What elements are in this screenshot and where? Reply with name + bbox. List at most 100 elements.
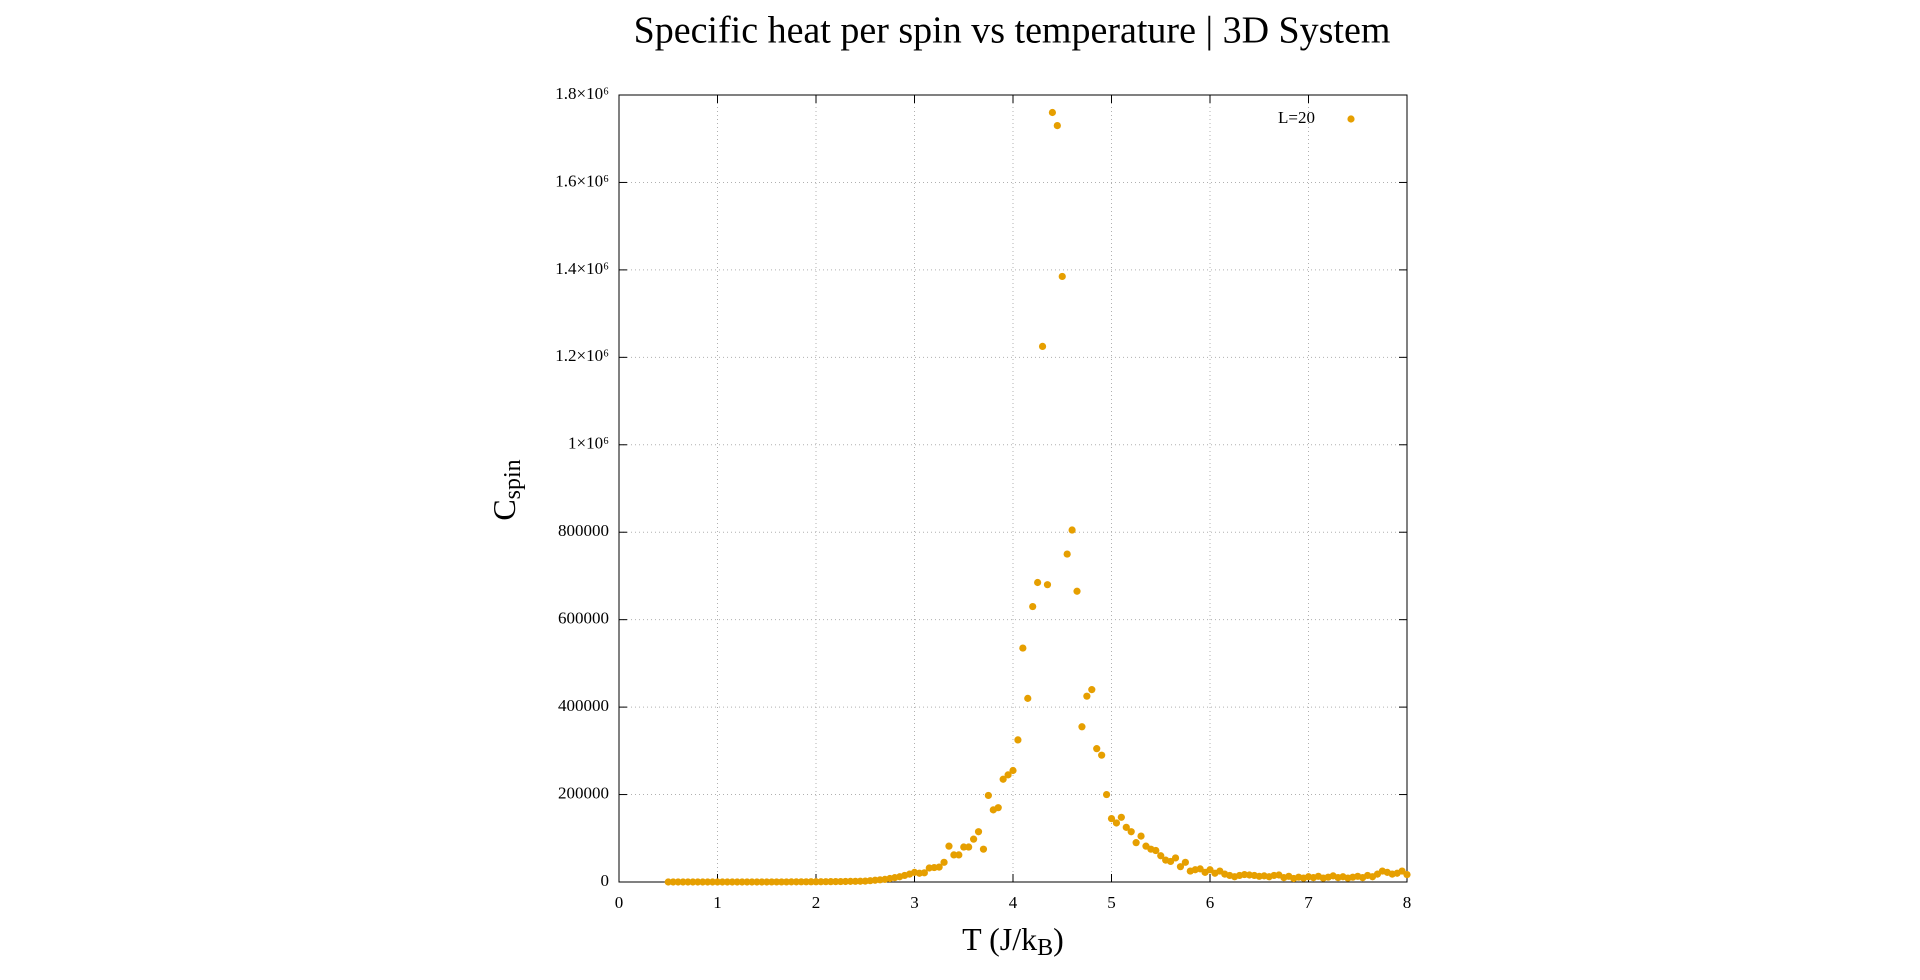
point <box>1157 852 1165 860</box>
point <box>935 863 943 871</box>
point <box>1073 587 1081 595</box>
point <box>955 851 963 859</box>
point <box>1004 771 1012 779</box>
y-tick-label: 1×10⁶ <box>568 434 609 453</box>
point <box>1043 581 1052 589</box>
point <box>1112 819 1121 827</box>
x-tick-label: 7 <box>1304 893 1313 912</box>
point <box>758 878 766 886</box>
point <box>797 878 805 886</box>
point <box>1058 272 1066 281</box>
point <box>733 878 741 886</box>
point <box>1063 550 1071 558</box>
x-label-sub: B <box>1037 935 1053 961</box>
point <box>704 878 712 886</box>
point <box>684 878 692 886</box>
point <box>1029 602 1037 611</box>
point <box>694 878 702 886</box>
y-label-sub: spin <box>500 459 526 499</box>
point <box>1083 692 1091 700</box>
point <box>1093 745 1101 753</box>
y-tick-label: 1.2×10⁶ <box>555 346 609 365</box>
x-tick-label: 2 <box>812 893 821 912</box>
x-axis-label: T (J/kB) <box>962 921 1064 960</box>
point <box>1137 832 1145 840</box>
point <box>1053 122 1061 130</box>
point <box>999 775 1007 783</box>
x-tick-label: 3 <box>910 893 919 912</box>
x-tick-label: 0 <box>615 893 624 912</box>
x-tick-label: 5 <box>1107 893 1116 912</box>
point <box>1403 870 1411 879</box>
point <box>1034 578 1042 587</box>
point <box>713 878 722 886</box>
y-axis-label: Cspin <box>486 459 525 520</box>
point <box>723 878 731 886</box>
y-tick-label: 1.8×10⁶ <box>555 84 609 103</box>
point <box>965 843 973 851</box>
y-tick-label: 1.6×10⁶ <box>555 171 609 190</box>
point <box>743 878 751 886</box>
y-tick-label: 1.4×10⁶ <box>555 259 609 278</box>
point <box>787 878 795 886</box>
chart-title: Specific heat per spin vs temperature | … <box>634 10 1391 52</box>
point <box>669 878 677 886</box>
point <box>974 828 983 836</box>
point <box>777 878 786 886</box>
x-label-end: ) <box>1053 921 1064 957</box>
point <box>664 878 672 886</box>
point <box>979 845 988 853</box>
point <box>1048 108 1056 117</box>
point <box>689 878 697 886</box>
point <box>699 878 707 886</box>
point <box>1117 813 1125 821</box>
point <box>950 851 958 859</box>
point <box>1024 694 1032 702</box>
point <box>768 878 776 886</box>
point <box>940 858 948 866</box>
point <box>1014 736 1022 744</box>
point <box>807 878 815 886</box>
point <box>1038 342 1047 351</box>
y-tick-label: 600000 <box>558 609 609 628</box>
point <box>960 843 968 851</box>
point <box>1068 526 1076 534</box>
point <box>1152 846 1160 855</box>
point <box>718 878 727 886</box>
point <box>1009 766 1017 775</box>
y-tick-label: 0 <box>601 871 610 890</box>
point <box>920 869 928 877</box>
point <box>1102 790 1111 799</box>
legend-marker <box>1347 115 1355 123</box>
point <box>738 878 746 886</box>
point <box>753 878 761 886</box>
y-label-main: C <box>486 499 522 520</box>
point <box>1181 858 1189 866</box>
point <box>1132 839 1140 847</box>
x-tick-label: 6 <box>1206 893 1215 912</box>
point <box>945 842 953 850</box>
plot-frame <box>618 94 1408 883</box>
point <box>674 878 682 886</box>
point <box>1122 823 1130 831</box>
legend-label: L=20 <box>1278 108 1315 127</box>
x-tick-label: 1 <box>713 893 722 912</box>
point <box>1019 644 1027 652</box>
y-tick-label: 200000 <box>558 783 609 802</box>
point <box>1078 723 1086 731</box>
point <box>679 878 687 886</box>
point <box>1107 815 1116 823</box>
x-tick-label: 4 <box>1009 893 1018 912</box>
y-tick-label: 400000 <box>558 696 609 715</box>
x-tick-label: 8 <box>1403 893 1412 912</box>
point <box>984 791 992 800</box>
point <box>1127 828 1135 836</box>
y-tick-label: 800000 <box>558 521 609 540</box>
point <box>1176 863 1185 871</box>
point <box>1098 751 1106 759</box>
point <box>970 835 978 843</box>
point <box>1088 686 1096 694</box>
point <box>1171 854 1180 862</box>
